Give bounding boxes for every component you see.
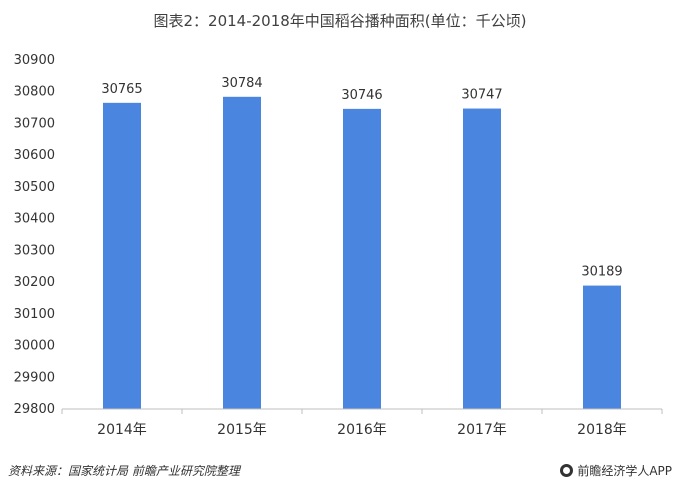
x-tick-label: 2018年 <box>577 422 627 438</box>
data-label: 30784 <box>221 76 262 91</box>
y-tick-label: 30700 <box>14 116 55 131</box>
y-axis: 29800 29900 30000 30100 30200 30300 30400 30500… <box>14 53 55 417</box>
x-tick-label: 2016年 <box>337 422 387 438</box>
data-label: 30746 <box>341 88 382 103</box>
y-tick-label: 30900 <box>14 53 55 68</box>
chart-title: 图表2：2014-2018年中国稻谷播种面积(单位：千公顷) <box>153 12 527 30</box>
bar <box>223 96 261 409</box>
data-label: 30765 <box>101 82 142 97</box>
bar <box>583 285 621 409</box>
data-label: 30189 <box>581 265 622 280</box>
x-axis: 2014年 2015年 2016年 2017年 2018年 <box>61 408 663 438</box>
y-tick-label: 30500 <box>14 180 55 195</box>
y-tick-label: 30200 <box>14 275 55 290</box>
brand: 前瞻经济学人APP <box>560 462 672 479</box>
x-tick-label: 2014年 <box>97 422 147 438</box>
x-tick-label: 2015年 <box>217 422 267 438</box>
y-tick-label: 29800 <box>14 402 55 417</box>
y-tick-label: 30100 <box>14 307 55 322</box>
y-tick-label: 30300 <box>14 243 55 258</box>
bar <box>103 102 141 409</box>
source-note: 资料来源：国家统计局 前瞻产业研究院整理 <box>8 464 240 478</box>
data-label: 30747 <box>461 88 502 103</box>
bar <box>343 108 381 410</box>
y-tick-label: 30600 <box>14 148 55 163</box>
y-tick-label: 29900 <box>14 370 55 385</box>
y-tick-label: 30400 <box>14 212 55 227</box>
y-tick-label: 30000 <box>14 339 55 354</box>
bar <box>463 108 501 409</box>
brand-label: 前瞻经济学人APP <box>577 464 672 478</box>
x-tick-label: 2017年 <box>457 422 507 438</box>
bars: 30765 30784 30746 30747 30189 <box>101 76 623 410</box>
brand-logo-icon <box>560 464 574 477</box>
y-tick-label: 30800 <box>14 85 55 100</box>
